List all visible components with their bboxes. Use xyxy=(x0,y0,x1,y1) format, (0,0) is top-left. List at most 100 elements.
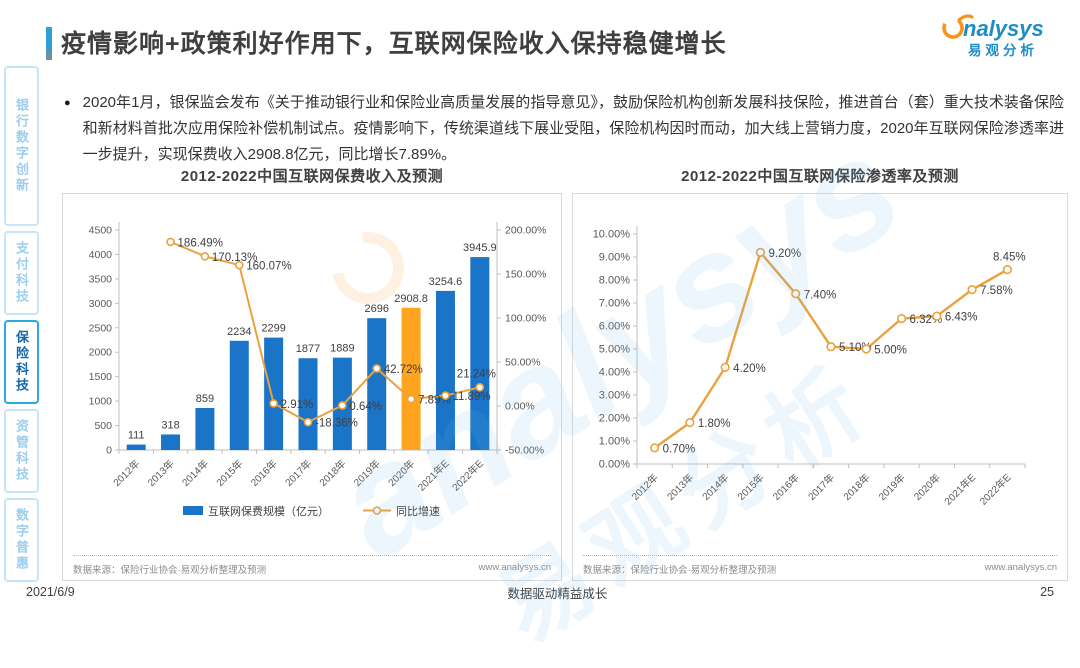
svg-text:9.20%: 9.20% xyxy=(768,248,801,260)
svg-text:100.00%: 100.00% xyxy=(505,313,546,325)
svg-text:2299: 2299 xyxy=(261,323,285,335)
svg-text:0.00%: 0.00% xyxy=(599,459,630,471)
svg-text:2017年: 2017年 xyxy=(805,471,837,503)
svg-text:0.70%: 0.70% xyxy=(663,443,696,455)
svg-text:0.64%: 0.64% xyxy=(349,401,382,413)
penetration-line-chart: 0.00% 1.00% 2.00% 3.00% 4.00% 5.00% 6.00% 7.00%… xyxy=(593,226,1026,508)
svg-text:3500: 3500 xyxy=(89,273,113,285)
sidebar-item-insurance-tech[interactable]: 保险科技 xyxy=(4,320,39,404)
svg-text:160.07%: 160.07% xyxy=(246,261,291,273)
svg-text:500: 500 xyxy=(94,420,112,432)
svg-text:2018年: 2018年 xyxy=(316,457,348,489)
penetration-chart-panel: 0.00% 1.00% 2.00% 3.00% 4.00% 5.00% 6.00% 7.00%… xyxy=(572,193,1068,581)
svg-text:2015年: 2015年 xyxy=(735,471,767,503)
svg-text:1000: 1000 xyxy=(89,396,113,408)
svg-text:2012年: 2012年 xyxy=(629,471,661,503)
svg-text:1889: 1889 xyxy=(330,343,354,355)
svg-text:3945.9: 3945.9 xyxy=(463,242,497,254)
svg-text:3254.6: 3254.6 xyxy=(429,276,463,288)
svg-text:1877: 1877 xyxy=(296,343,320,355)
svg-text:2000: 2000 xyxy=(89,347,113,359)
footer-date: 2021/6/9 xyxy=(26,585,75,599)
logo-cn-text: 易观分析 xyxy=(968,42,1038,58)
svg-text:-18.36%: -18.36% xyxy=(315,418,358,430)
sidebar-item-asset-mgmt-tech[interactable]: 资管科技 xyxy=(4,409,39,493)
penetration-chart-column: 2012-2022中国互联网保险渗透率及预测 0.00% 1.00% 2.00% 3.… xyxy=(572,165,1068,581)
svg-text:200.00%: 200.00% xyxy=(505,225,546,237)
svg-text:2022年E: 2022年E xyxy=(449,457,486,494)
svg-text:8.45%: 8.45% xyxy=(993,252,1026,264)
page-footer: 2021/6/9 数据驱动精益成长 25 xyxy=(26,581,1054,603)
svg-text:2012年: 2012年 xyxy=(110,457,142,489)
svg-text:9.00%: 9.00% xyxy=(599,252,630,264)
svg-text:150.00%: 150.00% xyxy=(505,269,546,281)
charts-row: 2012-2022中国互联网保费收入及预测 0 500 1000 1500 2000 25… xyxy=(62,165,1068,581)
svg-text:3000: 3000 xyxy=(89,298,113,310)
page-title: 疫情影响+政策利好作用下，互联网保险收入保持稳健增长 xyxy=(61,30,727,58)
title-accent-bar xyxy=(46,27,52,60)
penetration-chart-title: 2012-2022中国互联网保险渗透率及预测 xyxy=(681,168,959,185)
svg-text:170.13%: 170.13% xyxy=(212,252,257,264)
premium-chart-column: 2012-2022中国互联网保费收入及预测 0 500 1000 1500 2000 25… xyxy=(62,165,562,581)
svg-text:2234: 2234 xyxy=(227,326,251,338)
penetration-chart-source-row: 数据来源：保险行业协会·易观分析整理及预测 www.analysys.cn xyxy=(583,555,1057,576)
svg-text:2020年: 2020年 xyxy=(911,471,943,503)
svg-text:2908.8: 2908.8 xyxy=(394,293,428,305)
summary-text: 2020年1月，银保监会发布《关于推动银行业和保险业高质量发展的指导意见》，鼓励… xyxy=(82,94,1064,163)
penetration-chart-source: 数据来源：保险行业协会·易观分析整理及预测 xyxy=(583,565,777,576)
svg-text:1.00%: 1.00% xyxy=(599,436,630,448)
svg-text:4500: 4500 xyxy=(89,225,113,237)
svg-text:2021年E: 2021年E xyxy=(941,471,978,508)
svg-text:186.49%: 186.49% xyxy=(178,237,223,249)
svg-text:互联网保费规模（亿元）: 互联网保费规模（亿元） xyxy=(208,504,329,518)
svg-text:2018年: 2018年 xyxy=(840,471,872,503)
svg-text:3.00%: 3.00% xyxy=(599,390,630,402)
svg-text:2015年: 2015年 xyxy=(213,457,245,489)
svg-text:21.24%: 21.24% xyxy=(457,368,496,380)
svg-text:0: 0 xyxy=(106,445,112,457)
sidebar-item-payment-tech[interactable]: 支付科技 xyxy=(4,231,39,315)
svg-text:4000: 4000 xyxy=(89,249,113,261)
svg-text:8.00%: 8.00% xyxy=(599,275,630,287)
svg-text:7.58%: 7.58% xyxy=(980,285,1013,297)
svg-text:-50.00%: -50.00% xyxy=(505,445,544,457)
sidebar-item-bank-digital[interactable]: 银行数字创新 xyxy=(4,66,39,226)
svg-text:2021年E: 2021年E xyxy=(415,457,452,494)
logo-brand-text: nalysys xyxy=(963,16,1044,41)
svg-text:2500: 2500 xyxy=(89,322,113,334)
svg-text:42.72%: 42.72% xyxy=(384,364,423,376)
svg-text:2016年: 2016年 xyxy=(770,471,802,503)
premium-chart-source-row: 数据来源：保险行业协会·易观分析整理及预测 www.analysys.cn xyxy=(73,555,551,576)
footer-page-number: 25 xyxy=(1040,585,1054,599)
slide: 疫情影响+政策利好作用下，互联网保险收入保持稳健增长 nalysys 易观分析 … xyxy=(4,14,1068,662)
svg-text:5.00%: 5.00% xyxy=(599,344,630,356)
svg-text:2014年: 2014年 xyxy=(179,457,211,489)
svg-text:6.00%: 6.00% xyxy=(599,321,630,333)
svg-text:2.91%: 2.91% xyxy=(281,399,314,411)
svg-text:10.00%: 10.00% xyxy=(593,229,631,241)
svg-text:2017年: 2017年 xyxy=(282,457,314,489)
svg-text:2.00%: 2.00% xyxy=(599,413,630,425)
premium-chart-title: 2012-2022中国互联网保费收入及预测 xyxy=(180,168,444,185)
summary-bullet: ● 2020年1月，银保监会发布《关于推动银行业和保险业高质量发展的指导意见》，… xyxy=(64,90,1064,168)
svg-text:2022年E: 2022年E xyxy=(977,471,1014,508)
svg-text:7.00%: 7.00% xyxy=(599,298,630,310)
premium-chart-source: 数据来源：保险行业协会·易观分析整理及预测 xyxy=(73,565,267,576)
svg-text:2013年: 2013年 xyxy=(664,471,696,503)
sidebar: 银行数字创新 支付科技 保险科技 资管科技 数字普惠 xyxy=(4,66,39,582)
svg-text:111: 111 xyxy=(128,430,145,442)
premium-bar-line-chart: 0 500 1000 1500 2000 2500 3000 3500 4000 4500 -50.… xyxy=(89,222,546,518)
bullet-marker: ● xyxy=(64,97,71,109)
sidebar-item-digital-inclusion[interactable]: 数字普惠 xyxy=(4,498,39,582)
analysys-logo: nalysys 易观分析 xyxy=(942,14,1044,58)
svg-text:50.00%: 50.00% xyxy=(505,357,541,369)
svg-text:2014年: 2014年 xyxy=(699,471,731,503)
penetration-chart-site: www.analysys.cn xyxy=(984,562,1057,573)
svg-text:2020年: 2020年 xyxy=(385,457,417,489)
svg-text:6.43%: 6.43% xyxy=(945,312,978,324)
svg-text:0.00%: 0.00% xyxy=(505,401,535,413)
svg-text:11.89%: 11.89% xyxy=(452,391,490,403)
svg-text:4.00%: 4.00% xyxy=(599,367,630,379)
svg-text:2019年: 2019年 xyxy=(876,471,908,503)
svg-text:1500: 1500 xyxy=(89,371,113,383)
